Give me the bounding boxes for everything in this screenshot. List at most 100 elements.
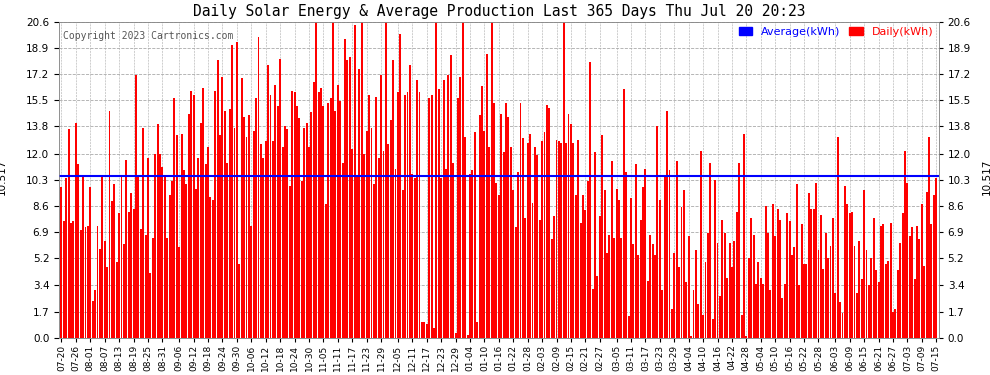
Bar [80, 230, 81, 338]
Bar [532, 202, 534, 338]
Bar [772, 204, 774, 338]
Bar [823, 268, 825, 338]
Bar [89, 188, 91, 338]
Bar [702, 315, 704, 338]
Bar [246, 137, 248, 338]
Text: 10.517: 10.517 [0, 158, 7, 195]
Bar [762, 284, 764, 338]
Bar [525, 218, 527, 338]
Bar [640, 219, 642, 338]
Bar [904, 150, 906, 338]
Bar [466, 334, 468, 338]
Bar [166, 238, 168, 338]
Bar [491, 22, 493, 338]
Bar [503, 152, 505, 338]
Bar [734, 241, 736, 338]
Bar [382, 150, 384, 338]
Bar [779, 219, 781, 338]
Bar [651, 244, 653, 338]
Bar [308, 147, 310, 338]
Bar [325, 204, 327, 338]
Bar [542, 141, 544, 338]
Bar [919, 240, 921, 338]
Bar [193, 95, 195, 338]
Bar [149, 273, 151, 338]
Bar [433, 328, 435, 338]
Bar [813, 209, 815, 338]
Bar [109, 111, 111, 338]
Bar [478, 115, 480, 338]
Bar [94, 290, 96, 338]
Bar [301, 181, 303, 338]
Bar [340, 102, 342, 338]
Bar [116, 262, 118, 338]
Bar [916, 226, 918, 338]
Bar [604, 190, 606, 338]
Bar [231, 45, 233, 338]
Bar [550, 240, 552, 338]
Bar [668, 171, 670, 338]
Bar [743, 134, 744, 338]
Bar [885, 264, 887, 338]
Bar [130, 194, 132, 338]
Bar [222, 77, 224, 338]
Bar [346, 60, 348, 338]
Bar [825, 233, 827, 338]
Bar [414, 178, 416, 338]
Bar [560, 143, 562, 338]
Bar [875, 270, 877, 338]
Bar [72, 221, 74, 338]
Bar [126, 160, 128, 338]
Bar [851, 212, 853, 338]
Bar [796, 184, 798, 338]
Bar [924, 266, 926, 338]
Bar [781, 298, 783, 338]
Bar [128, 212, 130, 338]
Bar [118, 213, 120, 338]
Bar [860, 279, 862, 338]
Bar [671, 309, 673, 338]
Bar [370, 128, 372, 338]
Bar [429, 98, 430, 338]
Bar [145, 235, 147, 338]
Bar [707, 233, 709, 338]
Bar [921, 204, 923, 338]
Bar [474, 132, 476, 338]
Bar [219, 135, 221, 338]
Bar [572, 143, 574, 338]
Bar [138, 175, 140, 338]
Bar [712, 319, 714, 338]
Bar [842, 313, 843, 338]
Bar [505, 103, 507, 338]
Bar [548, 108, 550, 338]
Legend: Average(kWh), Daily(kWh): Average(kWh), Daily(kWh) [735, 23, 938, 42]
Bar [644, 169, 646, 338]
Bar [810, 209, 812, 338]
Bar [717, 243, 719, 338]
Bar [508, 117, 510, 338]
Bar [856, 293, 858, 338]
Bar [623, 89, 625, 338]
Bar [380, 75, 382, 338]
Bar [351, 149, 353, 338]
Bar [385, 22, 387, 338]
Bar [438, 89, 440, 338]
Bar [328, 103, 329, 338]
Bar [695, 250, 697, 338]
Bar [252, 130, 254, 338]
Bar [654, 255, 656, 338]
Bar [609, 235, 611, 338]
Bar [447, 75, 449, 338]
Bar [342, 163, 344, 338]
Bar [443, 80, 445, 338]
Bar [277, 106, 279, 338]
Bar [412, 174, 413, 338]
Bar [402, 190, 404, 338]
Bar [880, 226, 882, 338]
Bar [419, 92, 421, 338]
Bar [229, 109, 231, 338]
Bar [332, 22, 334, 338]
Bar [697, 304, 699, 338]
Bar [151, 238, 153, 338]
Title: Daily Solar Energy & Average Production Last 365 Days Thu Jul 20 20:23: Daily Solar Energy & Average Production … [193, 4, 805, 19]
